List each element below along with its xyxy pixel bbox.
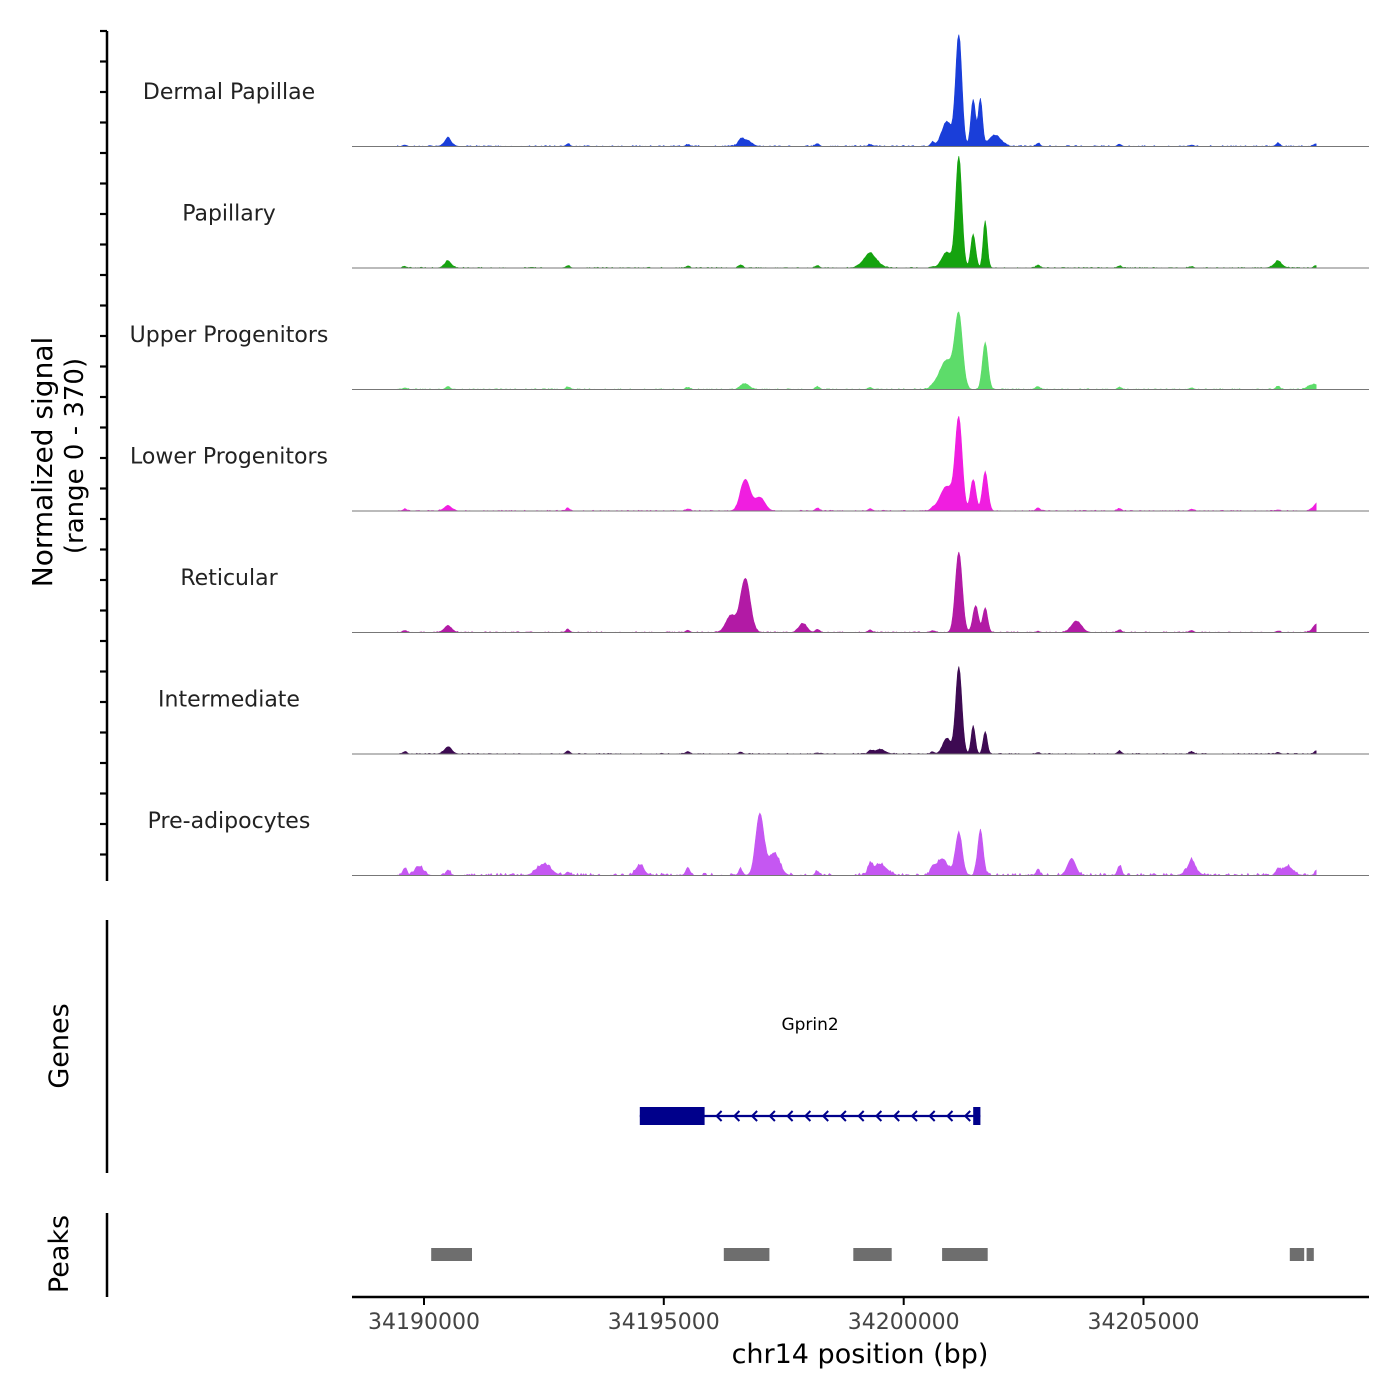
track-dermal-papillae: Dermal Papillae	[143, 34, 1369, 147]
track-label: Pre-adipocytes	[148, 809, 311, 834]
track-intermediate: Intermediate	[158, 666, 1369, 755]
x-tick-label: 34195000	[608, 1310, 720, 1335]
track-label: Dermal Papillae	[143, 80, 315, 105]
track-label: Papillary	[182, 202, 276, 227]
peak-region	[942, 1248, 988, 1261]
track-pre-adipocytes: Pre-adipocytes	[148, 809, 1369, 877]
x-tick-label: 34200000	[848, 1310, 960, 1335]
y-axis-title-line1: Normalized signal	[26, 337, 59, 588]
track-label: Upper Progenitors	[130, 323, 329, 348]
strand-arrow	[963, 1110, 971, 1122]
y-axis-title-line2: (range 0 - 370)	[60, 358, 90, 554]
track-label: Lower Progenitors	[130, 445, 328, 470]
genes-panel-label: Genes	[44, 1003, 75, 1088]
coverage-area	[397, 812, 1317, 877]
track-upper-progenitors: Upper Progenitors	[130, 311, 1369, 390]
x-axis-ticks: 34190000 34195000 34200000 34205000	[368, 1297, 1199, 1335]
peak-region	[431, 1248, 472, 1261]
x-tick-label: 34190000	[368, 1310, 480, 1335]
peak-regions	[431, 1248, 1314, 1261]
strand-arrow	[768, 1110, 776, 1122]
strand-arrow	[803, 1110, 812, 1122]
signal-y-axis	[100, 29, 109, 881]
x-tick-label: 34205000	[1088, 1310, 1200, 1335]
strand-arrow	[857, 1110, 865, 1122]
track-reticular: Reticular	[180, 551, 1369, 633]
peaks-panel-label: Peaks	[44, 1215, 75, 1293]
peak-region	[1289, 1248, 1305, 1261]
gene-exon	[639, 1107, 705, 1125]
strand-arrow	[715, 1110, 723, 1122]
gene-exon	[973, 1107, 981, 1125]
strand-arrow	[892, 1110, 900, 1122]
strand-arrow	[910, 1110, 918, 1122]
track-lower-progenitors: Lower Progenitors	[130, 416, 1369, 512]
track-papillary: Papillary	[182, 155, 1369, 269]
track-label: Intermediate	[158, 688, 300, 713]
peak-region	[723, 1248, 770, 1261]
strand-arrow	[874, 1110, 883, 1122]
strand-arrow	[839, 1110, 847, 1122]
coverage-tracks: Dermal Papillae Papillary Upper Progenitor…	[130, 34, 1369, 877]
coverage-area	[397, 311, 1317, 390]
x-axis-title: chr14 position (bp)	[732, 1339, 989, 1370]
strand-arrow	[750, 1110, 758, 1122]
peak-region	[853, 1248, 892, 1261]
strand-arrow	[821, 1110, 829, 1122]
gene-label: Gprin2	[781, 1015, 838, 1035]
strand-arrow	[786, 1110, 794, 1122]
coverage-area	[397, 34, 1317, 147]
strand-arrow	[946, 1110, 954, 1122]
gene-annotation: Gprin2	[639, 1015, 981, 1125]
coverage-area	[397, 666, 1317, 755]
coverage-area	[397, 416, 1317, 512]
peak-region	[1306, 1248, 1314, 1261]
coverage-area	[397, 155, 1317, 269]
track-label: Reticular	[180, 566, 278, 591]
coverage-area	[397, 551, 1317, 633]
strand-arrow	[732, 1110, 741, 1122]
strand-arrow	[928, 1110, 936, 1122]
